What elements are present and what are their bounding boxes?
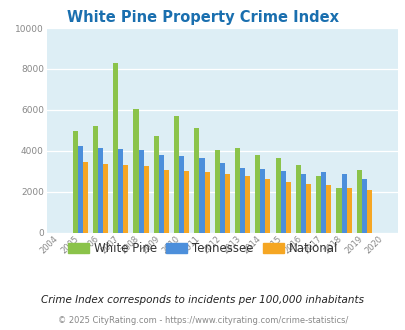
- Bar: [260, 169, 265, 233]
- Bar: [346, 188, 351, 233]
- Bar: [366, 190, 371, 233]
- Bar: [164, 170, 168, 233]
- Bar: [158, 155, 164, 233]
- Text: White Pine Property Crime Index: White Pine Property Crime Index: [67, 10, 338, 25]
- Bar: [305, 183, 310, 233]
- Bar: [143, 166, 148, 233]
- Bar: [326, 184, 330, 233]
- Bar: [285, 182, 290, 233]
- Legend: White Pine, Tennessee, National: White Pine, Tennessee, National: [63, 237, 342, 260]
- Bar: [295, 165, 300, 233]
- Bar: [234, 148, 239, 233]
- Bar: [199, 158, 204, 233]
- Bar: [245, 176, 249, 233]
- Bar: [300, 174, 305, 233]
- Bar: [204, 172, 209, 233]
- Bar: [239, 168, 245, 233]
- Bar: [255, 155, 260, 233]
- Bar: [336, 188, 341, 233]
- Bar: [103, 164, 108, 233]
- Bar: [280, 171, 285, 233]
- Bar: [219, 163, 224, 233]
- Bar: [320, 172, 326, 233]
- Text: Crime Index corresponds to incidents per 100,000 inhabitants: Crime Index corresponds to incidents per…: [41, 295, 364, 305]
- Bar: [174, 116, 179, 233]
- Bar: [194, 128, 199, 233]
- Bar: [138, 150, 143, 233]
- Bar: [214, 150, 219, 233]
- Bar: [153, 137, 158, 233]
- Bar: [133, 109, 138, 233]
- Bar: [361, 180, 366, 233]
- Bar: [72, 131, 77, 233]
- Bar: [224, 174, 229, 233]
- Bar: [118, 149, 123, 233]
- Bar: [315, 176, 320, 233]
- Bar: [184, 171, 189, 233]
- Bar: [98, 148, 103, 233]
- Bar: [83, 162, 87, 233]
- Bar: [123, 165, 128, 233]
- Bar: [113, 63, 118, 233]
- Bar: [341, 174, 346, 233]
- Bar: [275, 158, 280, 233]
- Bar: [265, 180, 270, 233]
- Bar: [93, 126, 98, 233]
- Bar: [356, 170, 361, 233]
- Bar: [179, 156, 184, 233]
- Text: © 2025 CityRating.com - https://www.cityrating.com/crime-statistics/: © 2025 CityRating.com - https://www.city…: [58, 316, 347, 325]
- Bar: [77, 146, 83, 233]
